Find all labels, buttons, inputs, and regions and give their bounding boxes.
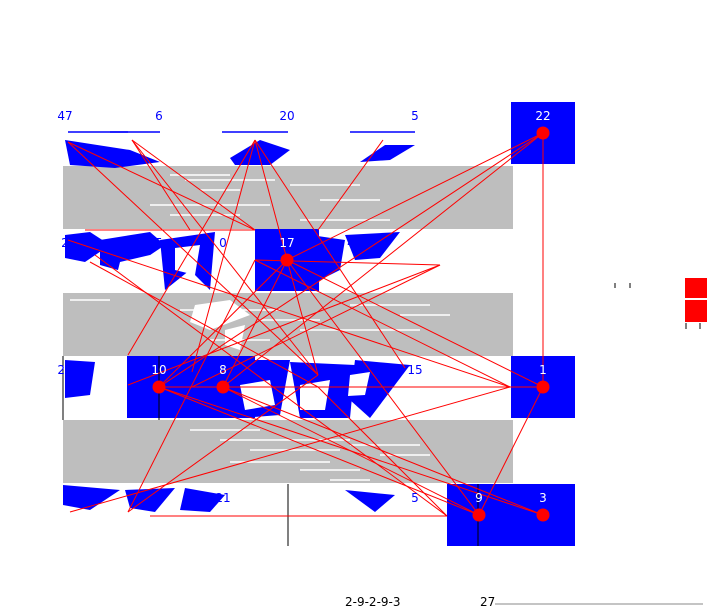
cell-label-faint: 7 bbox=[155, 491, 163, 505]
edge-extra bbox=[94, 254, 448, 517]
cell-label-faint: 20 bbox=[279, 109, 294, 123]
cell-label: 22 bbox=[535, 109, 550, 123]
footer-text-right: 27 bbox=[480, 595, 495, 609]
cell-label: 17 bbox=[279, 236, 294, 250]
cell-label: 1 bbox=[539, 363, 547, 377]
edge-22-10 bbox=[158, 132, 544, 388]
legend-swatch bbox=[685, 300, 707, 322]
cell-label-faint: 47 bbox=[57, 109, 72, 123]
edge-extra bbox=[131, 139, 191, 231]
cell-label-faint: 2 bbox=[347, 363, 355, 377]
cell-fragment bbox=[115, 255, 150, 282]
cell-fragment bbox=[65, 360, 95, 398]
edge-extra bbox=[191, 264, 441, 388]
node-17 bbox=[280, 253, 294, 267]
cell-fragment bbox=[360, 145, 415, 162]
node-10 bbox=[152, 380, 166, 394]
cell-label-faint: 5 bbox=[411, 491, 419, 505]
cell-fragment bbox=[290, 232, 345, 290]
node-8 bbox=[216, 380, 230, 394]
edge-extra bbox=[67, 141, 319, 376]
cell-fragment bbox=[65, 140, 160, 168]
cell-label: 3 bbox=[539, 491, 547, 505]
edge-extra bbox=[317, 386, 448, 517]
band-layer bbox=[63, 166, 513, 483]
edge-extra bbox=[254, 259, 511, 388]
node-1 bbox=[536, 380, 550, 394]
node-3 bbox=[536, 508, 550, 522]
edge-10-9 bbox=[158, 386, 480, 516]
edge-layer bbox=[67, 132, 544, 517]
edge-extra bbox=[254, 139, 406, 369]
cell-fragment bbox=[63, 485, 120, 510]
edge-17-8 bbox=[222, 259, 288, 388]
edge-extra bbox=[127, 259, 256, 513]
edge-extra bbox=[191, 139, 256, 373]
side-legend bbox=[614, 278, 707, 329]
band bbox=[63, 166, 513, 229]
cell-fragment bbox=[345, 490, 395, 512]
cell-label-faint: 2 bbox=[61, 236, 69, 250]
legend-swatch bbox=[685, 278, 707, 298]
cell-label-faint: 21 bbox=[215, 491, 230, 505]
edge-22-8 bbox=[222, 132, 544, 388]
cell-label-faint: 5 bbox=[411, 109, 419, 123]
cell-label-faint: 29 bbox=[57, 363, 72, 377]
cell-label-faint: 6 bbox=[155, 109, 163, 123]
cell-fragment bbox=[180, 488, 225, 512]
edge-extra bbox=[127, 139, 256, 356]
edge-1-9 bbox=[478, 386, 544, 516]
edge-extra bbox=[127, 374, 319, 513]
node-9 bbox=[472, 508, 486, 522]
scribble-layer bbox=[63, 131, 450, 512]
cell-fragment bbox=[230, 140, 290, 165]
node-22 bbox=[536, 126, 550, 140]
cell-fragment bbox=[175, 245, 200, 275]
cell-label-faint: 4 bbox=[347, 236, 355, 250]
edge-extra bbox=[67, 239, 511, 388]
edge-8-9 bbox=[222, 386, 480, 516]
cell-fragment bbox=[348, 372, 370, 396]
cell-label-faint: 15 bbox=[407, 363, 422, 377]
edge-22-17 bbox=[286, 132, 544, 261]
cell-label: 9 bbox=[475, 491, 483, 505]
footer: 2-9-2-9-3 27 bbox=[345, 595, 703, 609]
edge-extra bbox=[131, 139, 319, 376]
node-layer bbox=[152, 126, 550, 522]
edge-extra bbox=[317, 139, 384, 231]
footer-text-left: 2-9-2-9-3 bbox=[345, 595, 401, 609]
edge-extra bbox=[127, 264, 441, 386]
band bbox=[63, 293, 513, 356]
band bbox=[63, 420, 513, 483]
cell-label: 10 bbox=[151, 363, 166, 377]
edge-extra bbox=[69, 386, 511, 513]
edge-extra bbox=[89, 261, 319, 388]
cell-fragment bbox=[100, 232, 165, 272]
cell-label-faint: 5 bbox=[155, 236, 163, 250]
cell-label-faint: 0 bbox=[219, 236, 227, 250]
edge-17-1 bbox=[286, 259, 544, 388]
cell-label: 8 bbox=[219, 363, 227, 377]
